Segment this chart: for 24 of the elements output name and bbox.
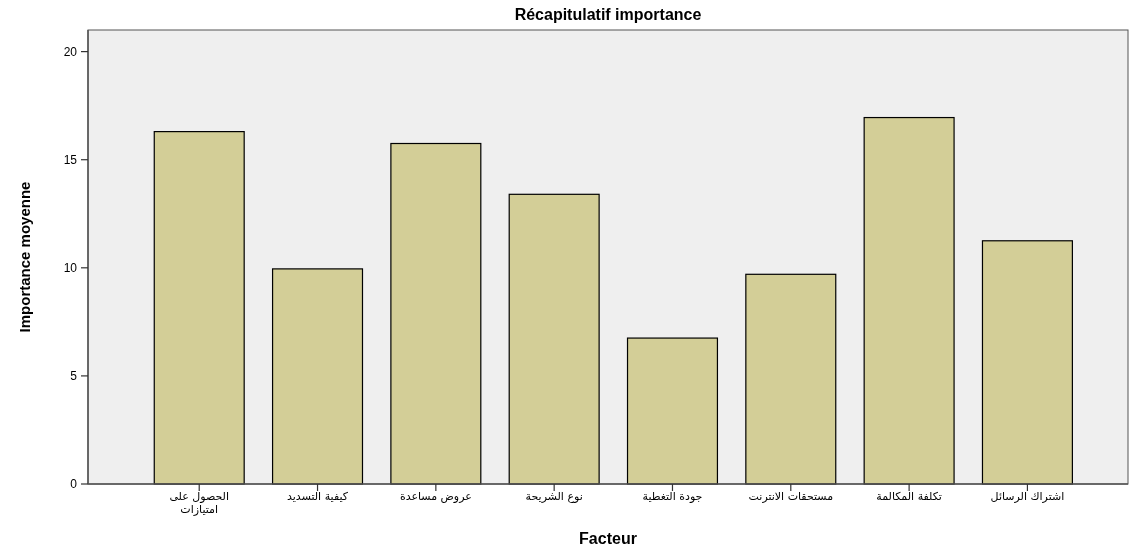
x-tick-label: اشتراك الرسائل xyxy=(989,490,1066,503)
y-tick-label: 20 xyxy=(63,44,78,59)
bar xyxy=(508,193,600,485)
x-tick-label: تكلفة المكالمة xyxy=(875,490,943,503)
bar xyxy=(745,273,837,485)
y-axis-title: Importance moyenne xyxy=(16,181,33,333)
bar xyxy=(390,142,482,485)
x-tick-label: الحصول على امتيازات xyxy=(168,490,230,516)
bar xyxy=(863,116,955,485)
bar xyxy=(626,337,719,485)
bar xyxy=(153,131,245,485)
chart-title: Récapitulatif importance xyxy=(514,6,702,23)
y-tick-label: 0 xyxy=(70,477,78,491)
x-axis-title: Facteur xyxy=(579,530,637,547)
x-tick-label: جودة التغطية xyxy=(641,490,704,503)
bar xyxy=(981,240,1073,485)
y-tick-label: 5 xyxy=(70,368,78,383)
x-tick-label: مستحقات الانترنت xyxy=(747,490,835,503)
y-tick-label: 10 xyxy=(63,260,78,275)
x-tick-label: نوع الشريحة xyxy=(524,490,584,503)
bar xyxy=(271,268,364,485)
x-tick-label: كيفية التسديد xyxy=(286,490,349,503)
y-tick-label: 15 xyxy=(63,152,78,167)
x-tick-label: عروض مساعدة xyxy=(398,490,473,503)
